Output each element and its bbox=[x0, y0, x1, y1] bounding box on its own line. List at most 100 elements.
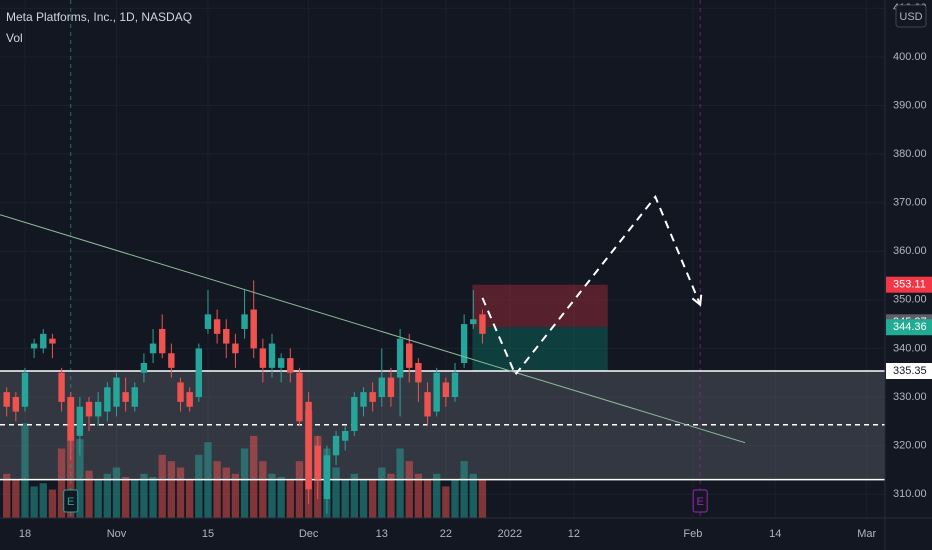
candle-body bbox=[424, 392, 431, 417]
candle-body bbox=[332, 435, 340, 456]
candle-body bbox=[168, 353, 175, 368]
volume-bar bbox=[423, 480, 432, 518]
candle-body bbox=[406, 343, 413, 368]
volume-bar bbox=[121, 476, 130, 518]
volume-bar bbox=[167, 461, 176, 518]
candle-body bbox=[451, 372, 459, 398]
candle-body bbox=[122, 392, 129, 402]
x-tick-label: Mar bbox=[857, 528, 876, 540]
candle-body bbox=[30, 343, 38, 349]
candle-body bbox=[277, 358, 285, 368]
x-tick-label: 15 bbox=[202, 528, 214, 540]
volume-bar bbox=[3, 473, 11, 518]
candle-body bbox=[76, 406, 84, 436]
price-label: 344.36 bbox=[893, 321, 927, 333]
volume-label: Vol bbox=[6, 31, 23, 45]
volume-bar bbox=[48, 489, 57, 518]
event-marker bbox=[63, 489, 79, 513]
candle-body bbox=[131, 387, 138, 407]
volume-bar bbox=[460, 461, 468, 518]
volume-bar bbox=[149, 476, 157, 518]
volume-bar bbox=[442, 486, 450, 518]
volume-bar bbox=[39, 483, 47, 518]
volume-bar bbox=[240, 448, 249, 518]
y-tick-label: 390.00 bbox=[893, 99, 927, 111]
volume-bar bbox=[396, 448, 404, 518]
candle-body bbox=[3, 392, 10, 407]
currency-box[interactable] bbox=[895, 4, 927, 28]
volume-bar bbox=[103, 473, 111, 518]
volume-bar bbox=[478, 480, 487, 518]
x-tick-label: Dec bbox=[299, 528, 319, 540]
candle-body bbox=[67, 397, 74, 441]
price-label-box bbox=[886, 276, 932, 293]
candle-body bbox=[40, 333, 47, 349]
projection-path bbox=[481, 194, 702, 377]
candle-body bbox=[259, 348, 267, 368]
candle-body bbox=[369, 392, 376, 402]
volume-bar bbox=[368, 480, 377, 518]
candle-body bbox=[49, 338, 56, 344]
volume-bar bbox=[231, 473, 240, 518]
candle-body bbox=[442, 382, 450, 398]
event-label: E bbox=[697, 496, 704, 508]
volume-bar bbox=[76, 439, 84, 518]
candle-body bbox=[232, 343, 239, 354]
y-tick-label: 330.00 bbox=[893, 391, 927, 403]
volume-bar bbox=[332, 467, 340, 518]
position-stop bbox=[472, 327, 608, 372]
candle-body bbox=[177, 382, 184, 402]
grid bbox=[0, 0, 885, 518]
trendline bbox=[0, 214, 746, 444]
event-marker bbox=[692, 489, 708, 513]
y-tick-label: 400.00 bbox=[893, 51, 927, 63]
y-tick-label: 340.00 bbox=[893, 342, 927, 354]
candle-body bbox=[85, 401, 93, 417]
x-tick-label: Nov bbox=[107, 528, 127, 540]
volume-bar bbox=[378, 467, 386, 518]
y-tick-label: 360.00 bbox=[893, 245, 927, 257]
volume-bar bbox=[469, 473, 477, 518]
volume-bar bbox=[112, 467, 121, 518]
price-label: 353.11 bbox=[893, 279, 926, 291]
candle-body bbox=[323, 455, 331, 500]
x-tick-label: 22 bbox=[440, 528, 452, 540]
chart-title: Meta Platforms, Inc., 1D, NASDAQ bbox=[6, 10, 192, 24]
candle-body bbox=[314, 445, 321, 480]
volume-bar bbox=[195, 454, 203, 518]
candle-body bbox=[223, 328, 230, 344]
candle-body bbox=[21, 372, 29, 407]
candle-body bbox=[378, 377, 385, 398]
candle-body bbox=[305, 401, 312, 490]
candle-body bbox=[460, 324, 468, 363]
x-tick-label: 12 bbox=[568, 528, 580, 540]
projection-arrowhead bbox=[691, 294, 703, 307]
volume-bar bbox=[387, 473, 395, 518]
candle-body bbox=[268, 343, 276, 368]
volume-bar bbox=[140, 473, 148, 518]
x-tick-label: 14 bbox=[769, 528, 781, 540]
volume-bar bbox=[12, 480, 20, 518]
axes: 310.00 320.00 330.00 340.00 350.00 360.00 370.… bbox=[19, 2, 932, 540]
volume-bar bbox=[30, 486, 38, 518]
candle-body bbox=[433, 372, 440, 412]
candle-body bbox=[149, 343, 157, 354]
volume-bar bbox=[350, 473, 359, 518]
price-label: 335.35 bbox=[893, 365, 927, 377]
y-tick-label: 370.00 bbox=[893, 197, 927, 209]
volume-bar bbox=[250, 435, 258, 518]
y-tick-label: 320.00 bbox=[893, 440, 927, 452]
volume-bar bbox=[277, 476, 285, 518]
volume-bar bbox=[85, 470, 93, 518]
candle-body bbox=[360, 392, 367, 407]
candle-body bbox=[12, 397, 20, 412]
volume-bar bbox=[158, 454, 166, 518]
volume-bar bbox=[359, 480, 368, 518]
x-tick-label: 2022 bbox=[498, 528, 522, 540]
candle-body bbox=[204, 314, 212, 329]
candle-body bbox=[250, 309, 257, 349]
candle-body bbox=[396, 338, 404, 378]
candle-body bbox=[186, 392, 193, 407]
